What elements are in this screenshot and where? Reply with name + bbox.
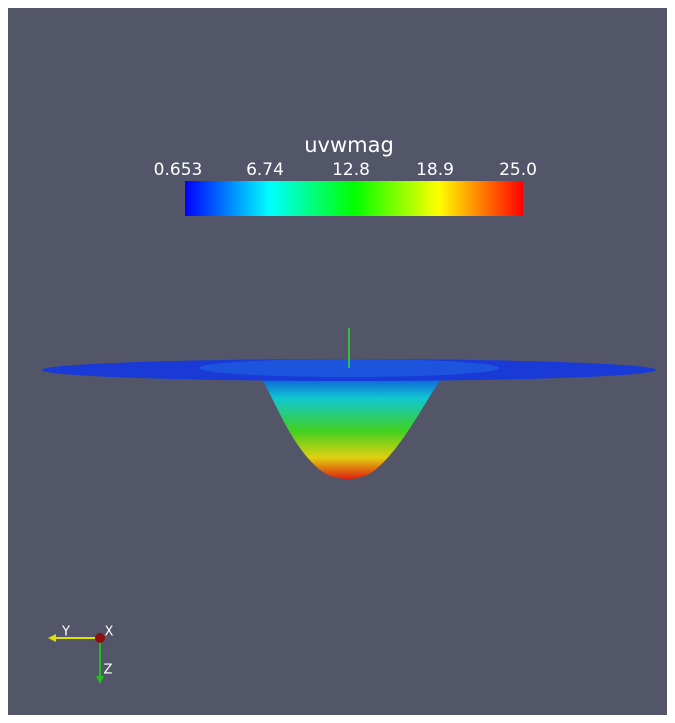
axis-label: Z: [104, 663, 113, 678]
colorbar-tick: 12.8: [332, 160, 370, 180]
colorbar-title: uvwmag: [304, 133, 394, 157]
axis-label: Y: [61, 625, 70, 640]
colorbar-tick: 18.9: [416, 160, 454, 180]
colorbar-tick: 6.74: [246, 160, 284, 180]
colorbar-tick: 0.653: [154, 160, 203, 180]
colorbar: [185, 181, 523, 216]
x-axis-dot: [95, 633, 105, 643]
z-arrow: [96, 676, 104, 684]
axis-label: X: [105, 625, 114, 640]
funnel-surface: [258, 372, 446, 479]
colorbar-tick: 25.0: [499, 160, 537, 180]
y-arrow: [48, 634, 56, 642]
